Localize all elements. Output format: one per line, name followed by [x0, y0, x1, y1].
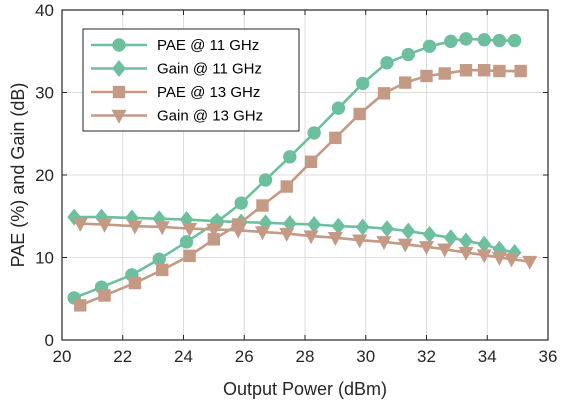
data-point [283, 150, 297, 164]
data-point [401, 222, 416, 240]
legend-entry: PAE @ 11 GHz [91, 37, 259, 54]
series-4 [72, 217, 538, 270]
x-axis-label: Output Power (dBm) [223, 379, 387, 399]
data-point [401, 47, 415, 62]
data-point [477, 33, 491, 47]
data-point [307, 216, 321, 233]
data-point [307, 126, 321, 140]
data-point [444, 34, 458, 49]
data-point [154, 221, 170, 236]
data-point [459, 64, 473, 77]
data-point [492, 33, 507, 48]
data-point [179, 235, 194, 249]
data-point [280, 180, 293, 193]
data-point [353, 107, 366, 121]
series-3 [74, 64, 527, 312]
y-tick-label: 40 [35, 1, 54, 20]
data-point [514, 64, 527, 78]
data-point [98, 289, 111, 302]
data-point [476, 249, 492, 264]
data-point [72, 217, 88, 232]
data-point [183, 249, 196, 263]
data-point [376, 236, 392, 251]
legend-entry: Gain @ 11 GHz [91, 60, 262, 78]
legend-entry: PAE @ 13 GHz [91, 84, 260, 101]
data-point [234, 196, 248, 210]
legend-swatch-marker [112, 85, 126, 99]
legend-label: PAE @ 11 GHz [157, 37, 259, 54]
data-point [304, 155, 318, 169]
series-group [67, 32, 538, 312]
x-tick-label: 22 [113, 347, 132, 366]
legend-swatch-marker [112, 38, 126, 52]
data-point [331, 101, 346, 115]
y-tick-label: 0 [45, 331, 54, 350]
legend-swatch-marker [112, 60, 126, 77]
x-tick-label: 24 [174, 347, 193, 366]
y-tick-label: 30 [35, 84, 54, 103]
y-axis-label: PAE (%) and Gain (dB) [8, 83, 28, 268]
data-point [352, 234, 368, 249]
data-point [459, 232, 473, 250]
data-point [438, 67, 451, 80]
data-point [182, 222, 198, 237]
legend: PAE @ 11 GHz Gain @ 11 GHz PAE @ 13 GHz Gai… [82, 28, 300, 132]
data-point [128, 276, 142, 290]
data-point [127, 220, 143, 235]
data-point [522, 255, 538, 270]
data-point [422, 39, 437, 53]
legend-label: Gain @ 11 GHz [157, 61, 262, 78]
data-point [478, 64, 491, 77]
x-tick-label: 30 [356, 347, 375, 366]
data-point [380, 220, 394, 238]
y-tick-label: 20 [35, 166, 54, 185]
data-point [96, 218, 113, 233]
data-point [507, 33, 522, 48]
data-point [327, 232, 343, 246]
data-point [504, 253, 520, 268]
x-tick-label: 34 [478, 347, 497, 366]
data-point [258, 173, 273, 187]
x-tick-label: 26 [235, 347, 254, 366]
data-point [491, 251, 507, 266]
data-point [377, 87, 391, 100]
data-point [254, 226, 271, 241]
data-point [418, 241, 435, 256]
data-point [356, 76, 370, 91]
data-point [443, 229, 458, 247]
data-point [206, 223, 222, 238]
data-point [399, 76, 412, 89]
legend-entry: Gain @ 13 GHz [91, 108, 263, 125]
data-point [458, 246, 474, 261]
x-axis-ticks: 20 22 24 26 28 30 32 34 36 [53, 10, 558, 366]
data-point [355, 218, 370, 236]
data-point [230, 224, 246, 239]
data-point [279, 227, 295, 242]
data-point [156, 263, 169, 277]
x-tick-label: 20 [53, 347, 72, 366]
y-axis-ticks: 0 10 20 30 40 [35, 1, 548, 350]
legend-swatch-marker [111, 109, 127, 124]
data-point [152, 252, 166, 266]
x-tick-label: 32 [417, 347, 436, 366]
data-point [459, 32, 473, 46]
data-point [331, 217, 346, 235]
data-point [329, 131, 342, 145]
data-point [493, 64, 506, 78]
data-point [397, 238, 413, 253]
data-point [437, 243, 453, 258]
data-point [74, 299, 87, 312]
data-point [303, 230, 319, 245]
x-tick-label: 28 [296, 347, 315, 366]
x-tick-label: 36 [539, 347, 558, 366]
data-point [380, 56, 394, 70]
legend-label: PAE @ 13 GHz [157, 84, 260, 101]
legend-label: Gain @ 13 GHz [157, 108, 263, 125]
data-point [420, 69, 433, 83]
data-point [422, 225, 437, 243]
y-tick-label: 10 [35, 249, 54, 268]
data-point [256, 199, 269, 212]
